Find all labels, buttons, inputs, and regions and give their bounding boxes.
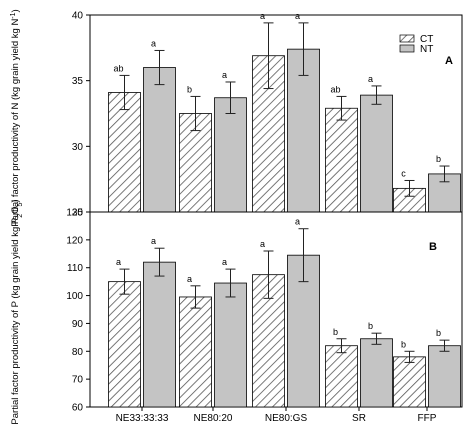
bar-nt: [360, 338, 393, 408]
legend: CT NT: [399, 34, 433, 55]
y-tick-label: 25: [72, 208, 84, 219]
bar-ct: [325, 107, 358, 213]
significance-letter: a: [222, 70, 227, 80]
y-tick-label: 90: [72, 319, 84, 330]
bar-nt: [214, 282, 247, 408]
legend-swatch-nt: [399, 44, 415, 53]
significance-letter: b: [368, 321, 373, 331]
y-tick-label: 35: [72, 76, 84, 87]
significance-letter: b: [436, 328, 441, 338]
x-axis-labels: NE33:33:33 NE80:20 NE80:GS SR FFP: [116, 407, 437, 424]
y-tick-label: 40: [72, 11, 84, 22]
panel-a-ylabel: Partial factor productivity of N (kg gra…: [10, 9, 22, 226]
bar-ct: [393, 356, 426, 408]
significance-letter: a: [295, 11, 300, 21]
legend-label-nt: NT: [420, 44, 433, 55]
significance-letter: ab: [330, 84, 340, 94]
significance-letter: b: [187, 84, 192, 94]
bar-ct: [179, 296, 212, 408]
y-tick-label: 60: [72, 403, 84, 414]
y-tick-label: 120: [66, 235, 83, 246]
significance-letter: c: [401, 168, 406, 178]
x-tick-label: NE33:33:33: [116, 413, 169, 424]
significance-letter: b: [436, 154, 441, 164]
bar-ct: [325, 345, 358, 408]
bar-nt: [287, 48, 320, 213]
significance-letter: a: [151, 38, 156, 48]
y-tick-label: 80: [72, 347, 84, 358]
bar-nt: [143, 67, 176, 213]
bar-nt: [360, 94, 393, 213]
panel-b: B Partial factor productivity of P (kg g…: [10, 199, 463, 425]
significance-letter: a: [295, 217, 300, 227]
significance-letter: a: [151, 236, 156, 246]
panel-a-letter: A: [445, 55, 453, 67]
significance-letter: a: [260, 239, 265, 249]
y-tick-label: 130: [66, 208, 83, 219]
legend-label-ct: CT: [420, 34, 433, 45]
significance-letter: ab: [113, 63, 123, 73]
y-tick-label: 70: [72, 375, 84, 386]
x-tick-label: NE80:GS: [265, 413, 308, 424]
significance-letter: a: [260, 11, 265, 21]
panel-b-ylabel: Partial factor productivity of P (kg gra…: [10, 199, 24, 424]
panel-b-letter: B: [429, 241, 437, 253]
bar-ct: [108, 92, 141, 213]
significance-letter: a: [187, 274, 192, 284]
bar-nt: [428, 173, 461, 213]
significance-letter: a: [368, 74, 373, 84]
bar-nt: [214, 97, 247, 213]
significance-letter: b: [401, 339, 406, 349]
y-tick-label: 110: [67, 263, 83, 274]
significance-letter: b: [333, 327, 338, 337]
panel-a: A CT NT Partial factor productivity of N…: [10, 9, 463, 227]
legend-swatch-ct: [399, 34, 415, 43]
significance-letter: a: [222, 257, 227, 267]
bar-nt: [428, 345, 461, 408]
x-tick-label: SR: [352, 413, 366, 424]
bar-ct: [108, 281, 141, 408]
x-tick-label: FFP: [418, 413, 437, 424]
bar-nt: [143, 261, 176, 408]
significance-letter: a: [116, 257, 121, 267]
y-tick-label: 100: [66, 291, 83, 302]
x-tick-label: NE80:20: [194, 413, 233, 424]
y-tick-label: 30: [72, 142, 84, 153]
